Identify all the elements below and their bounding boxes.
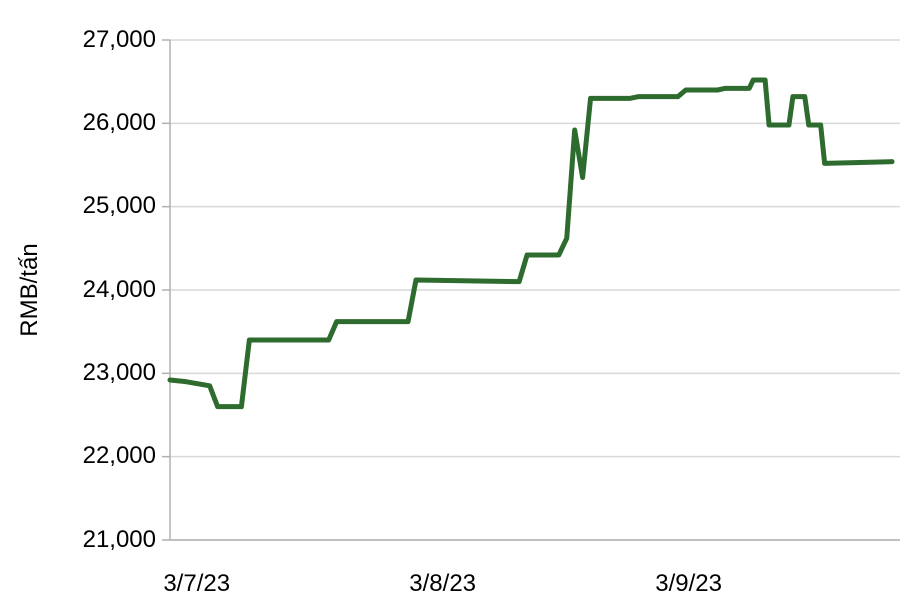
y-tick-label: 24,000 bbox=[83, 276, 156, 304]
y-axis-label: RMB/tấn bbox=[16, 243, 44, 336]
line-chart: RMB/tấn 21,000 22,000 23,000 24,000 25,000 26… bbox=[0, 0, 916, 604]
y-tick-label: 26,000 bbox=[83, 109, 156, 137]
y-tick-label: 25,000 bbox=[83, 192, 156, 220]
y-tick-label: 27,000 bbox=[83, 26, 156, 54]
y-tick-label: 23,000 bbox=[83, 359, 156, 387]
x-tick-label: 3/8/23 bbox=[409, 570, 476, 598]
x-tick-label: 3/7/23 bbox=[163, 570, 230, 598]
y-tick-label: 22,000 bbox=[83, 442, 156, 470]
y-tick-label: 21,000 bbox=[83, 526, 156, 554]
x-tick-label: 3/9/23 bbox=[655, 570, 722, 598]
